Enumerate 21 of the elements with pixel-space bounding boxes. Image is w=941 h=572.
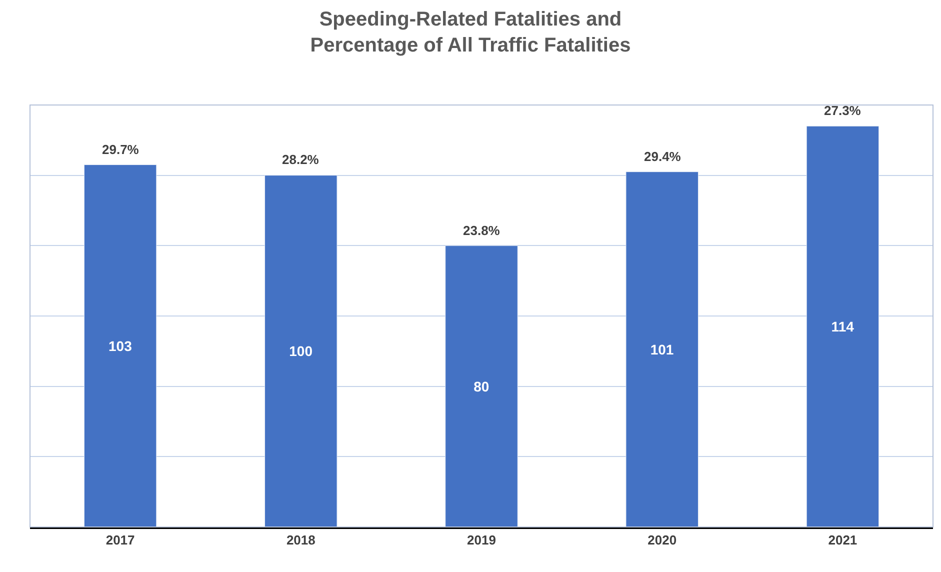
x-tick-label: 2018 [286, 532, 316, 548]
data-label: 103 [108, 338, 132, 354]
data-label: 100 [289, 343, 313, 360]
annotation: 23.8% [463, 223, 500, 238]
x-tick-label: 2020 [648, 532, 677, 548]
data-label: 80 [474, 378, 490, 394]
annotation: 28.2% [282, 152, 320, 167]
bar [264, 175, 338, 527]
annotation: 27.3% [824, 103, 862, 118]
bar [84, 164, 157, 527]
data-label: 114 [831, 318, 854, 335]
x-tick-label: 2019 [467, 532, 496, 548]
annotation: 29.4% [644, 149, 682, 164]
bar [445, 245, 518, 527]
data-label: 101 [650, 341, 674, 358]
bar [806, 126, 880, 527]
bar [626, 172, 698, 527]
chart-title: Speeding-Related Fatalities and Percentage of All Traffic Fatalities [310, 8, 631, 57]
x-tick-label: 2021 [828, 532, 858, 548]
annotation: 29.7% [102, 142, 140, 157]
x-tick-label: 2017 [106, 532, 135, 548]
